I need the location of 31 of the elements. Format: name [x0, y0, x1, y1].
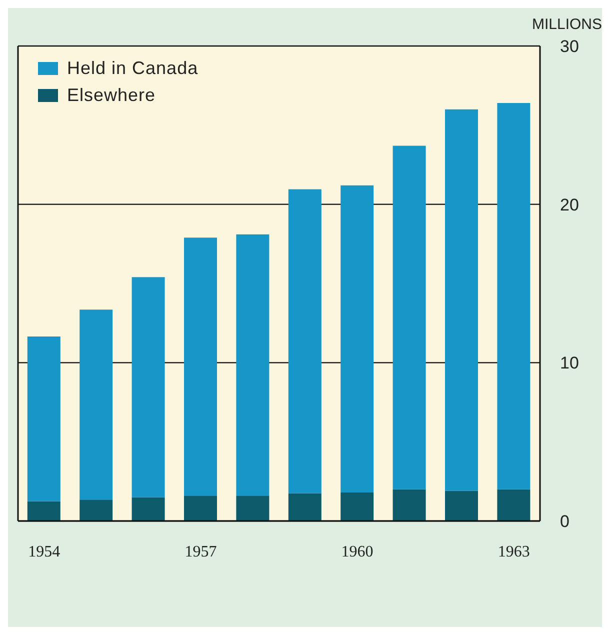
bar [27, 336, 60, 502]
y-tick-label: 30 [560, 37, 579, 56]
legend-label: Elsewhere [66, 85, 157, 106]
bar [184, 238, 217, 496]
bar [184, 496, 217, 521]
x-tick-label: 1960 [341, 543, 374, 560]
y-axis-title: MILLIONS [532, 16, 602, 33]
bar [27, 501, 60, 521]
bar [288, 189, 322, 494]
bar [392, 146, 426, 490]
legend-label: Held in Canada [66, 58, 198, 79]
y-tick-label: 20 [560, 195, 579, 214]
bar [340, 185, 374, 492]
bar [288, 493, 322, 521]
bar [80, 310, 113, 500]
y-tick-label: 0 [560, 512, 570, 532]
bar [444, 109, 478, 491]
bar [392, 489, 426, 521]
bar [132, 277, 165, 498]
bar [236, 234, 270, 496]
bar [132, 497, 165, 521]
bar [444, 490, 478, 521]
bar [340, 492, 374, 521]
x-tick-label: 1963 [498, 543, 530, 560]
bar [236, 496, 270, 521]
y-tick-label: 10 [560, 354, 579, 373]
bar [497, 103, 530, 490]
bar [80, 500, 113, 521]
x-tick-label: 1954 [28, 543, 60, 560]
x-tick-label: 1957 [184, 543, 217, 560]
bar [497, 489, 530, 521]
